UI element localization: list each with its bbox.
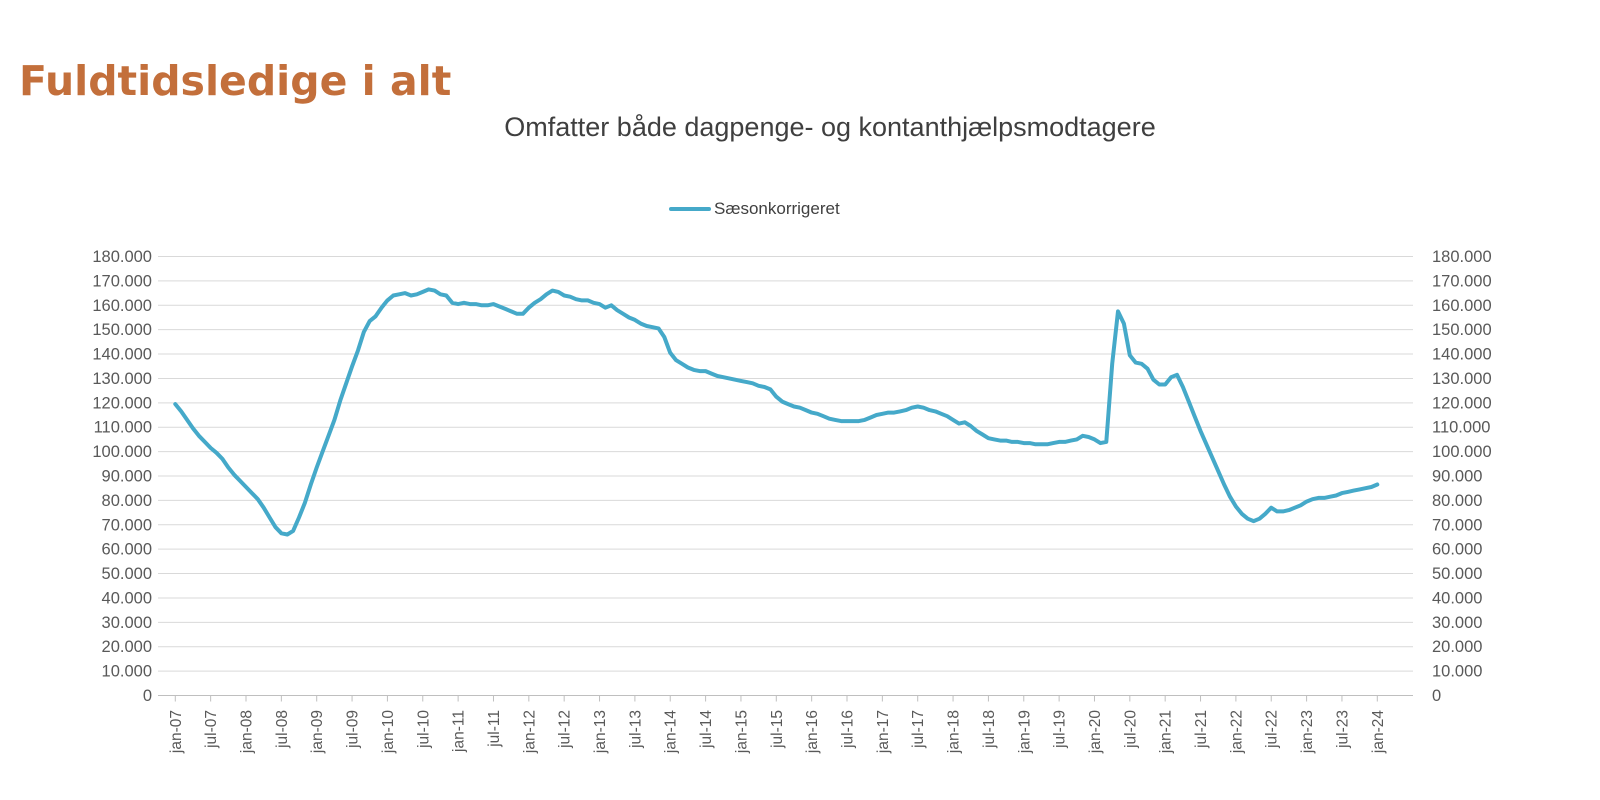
x-axis-label: jan-14 [663,710,680,754]
y-axis-label-left: 130.000 [92,370,152,388]
chart-legend: Sæsonkorrigeret [669,199,840,219]
x-axis-label: jan-24 [1370,710,1387,754]
x-axis-label: jul-15 [769,710,786,749]
x-axis-label: jul-11 [486,710,503,748]
y-axis-label-right: 90.000 [1432,468,1482,486]
y-axis-label-right: 20.000 [1432,638,1482,656]
y-axis-label-right: 10.000 [1432,663,1482,681]
y-axis-label-right: 60.000 [1432,541,1482,559]
x-axis-label: jan-16 [804,710,821,754]
x-axis-label: jan-23 [1299,710,1316,754]
y-axis-label-right: 0 [1432,687,1441,705]
x-axis-label: jan-10 [380,710,397,754]
x-axis-label: jul-19 [1052,710,1069,749]
y-axis-label-left: 40.000 [102,589,152,607]
y-axis-label-right: 120.000 [1432,394,1492,412]
x-axis-label: jul-23 [1334,710,1351,749]
x-axis-label: jan-17 [875,710,892,754]
y-axis-label-left: 100.000 [92,443,152,461]
x-axis-label: jul-07 [203,710,220,749]
x-axis-label: jul-10 [415,710,432,749]
x-axis-label: jan-20 [1087,710,1104,754]
chart-title: Omfatter både dagpenge- og kontanthjælps… [504,112,1156,142]
y-axis-label-left: 120.000 [92,394,152,412]
legend-line-swatch [669,207,711,211]
x-axis-label: jan-07 [168,710,185,754]
x-axis-label: jul-21 [1193,710,1210,749]
x-axis-label: jan-22 [1228,710,1245,754]
x-axis-label: jan-13 [592,710,609,754]
x-axis-label: jan-08 [239,710,256,754]
y-axis-label-left: 160.000 [92,297,152,315]
x-axis-label: jul-08 [274,710,291,749]
y-axis-label-left: 50.000 [102,565,152,583]
y-axis-label-left: 150.000 [92,321,152,339]
x-axis-label: jul-20 [1122,710,1139,749]
y-axis-label-right: 100.000 [1432,443,1492,461]
legend-label: Sæsonkorrigeret [714,199,840,218]
y-axis-label-right: 30.000 [1432,614,1482,632]
y-axis-label-left: 180.000 [92,248,152,266]
x-axis-label: jan-15 [733,710,750,754]
x-axis-label: jan-12 [521,710,538,754]
y-axis-label-left: 20.000 [102,638,152,656]
y-axis-label-left: 110.000 [94,419,152,437]
x-axis-label: jul-09 [345,710,362,749]
x-axis-label: jan-19 [1016,710,1033,754]
y-axis-label-left: 0 [143,687,152,705]
x-axis-label: jul-17 [910,710,927,749]
y-axis-label-right: 160.000 [1432,297,1492,315]
page-title: Fuldtidsledige i alt [19,57,452,106]
x-axis-label: jul-18 [981,710,998,749]
x-axis-label: jan-21 [1158,710,1175,754]
y-axis-label-right: 180.000 [1432,248,1492,266]
x-axis-label: jan-09 [309,710,326,754]
y-axis-label-left: 70.000 [102,516,152,534]
x-axis-label: jan-18 [946,710,963,754]
x-axis-label: jul-12 [557,710,574,749]
series-line-saesonkorrigeret [173,287,1380,537]
y-axis-label-left: 140.000 [92,346,152,364]
x-axis-label: jul-16 [840,710,857,749]
y-axis-label-right: 130.000 [1432,370,1492,388]
x-axis-label: jan-11 [451,710,468,753]
y-axis-label-right: 140.000 [1432,346,1492,364]
y-axis-label-right: 170.000 [1432,272,1492,290]
y-axis-label-right: 70.000 [1432,516,1482,534]
x-axis-label: jul-22 [1264,710,1281,749]
y-axis-label-right: 110.000 [1432,419,1490,437]
y-axis-label-left: 10.000 [102,663,152,681]
x-axis-label: jul-14 [698,710,715,749]
y-axis-label-left: 30.000 [102,614,152,632]
y-axis-label-right: 50.000 [1432,565,1482,583]
y-axis-label-right: 150.000 [1432,321,1492,339]
x-axis-label: jul-13 [627,710,644,749]
y-axis-label-right: 40.000 [1432,589,1482,607]
y-axis-label-right: 80.000 [1432,492,1482,510]
y-axis-label-left: 170.000 [92,272,152,290]
y-axis-label-left: 60.000 [102,541,152,559]
y-axis-label-left: 90.000 [102,468,152,486]
y-axis-label-left: 80.000 [102,492,152,510]
